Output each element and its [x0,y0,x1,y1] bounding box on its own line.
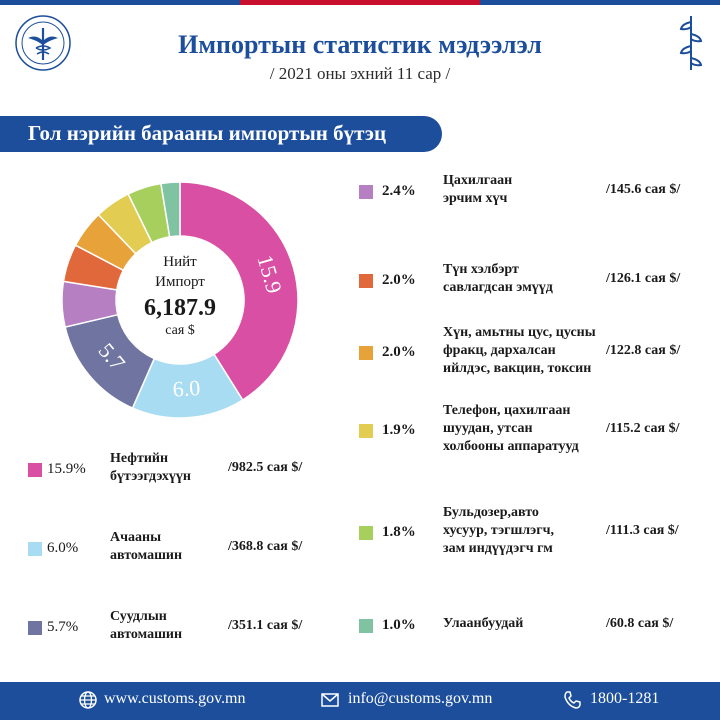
legend-swatch [359,185,373,199]
page-title: Импортын статистик мэдээлэл [178,30,542,59]
legend-item-name: Нефтийн бүтээгдэхүүн [110,451,191,484]
legend-percent: 2.0% [382,272,416,288]
legend-percent: 1.8% [382,524,416,540]
legend-percent: 2.4% [382,183,416,199]
legend-value: /111.3 сая $/ [606,523,679,538]
legend-item-name: Улаанбуудай [443,616,524,631]
donut-center-total: Нийт Импорт 6,187.9 сая $ [123,252,237,340]
legend-item-name: Ачааны автомашин [110,530,183,563]
center-unit: сая $ [165,323,195,338]
footer-email-link[interactable]: info@customs.gov.mn [348,690,493,707]
donut-slice-label: 6.0 [172,375,201,402]
legend-value: /145.6 сая $/ [606,182,681,197]
legend-swatch [28,621,42,635]
phone-icon [564,691,581,709]
legend-percent: 6.0% [47,540,79,556]
legend-swatch [359,424,373,438]
center-line-2: Импорт [155,274,205,290]
legend-percent: 2.0% [382,344,416,360]
top-color-bar [0,0,720,5]
customs-emblem-icon [15,15,71,71]
legend-swatch [359,346,373,360]
donut-slice [160,181,181,238]
legend-value: /115.2 сая $/ [606,421,680,436]
section-banner: Гол нэрийн барааны импортын бүтэц [0,116,442,152]
legend-value: /982.5 сая $/ [228,460,303,475]
legend-item-name: Суудлын автомашин [110,609,183,642]
legend-percent: 1.0% [382,617,416,633]
mail-icon [321,693,339,707]
footer-website-link[interactable]: www.customs.gov.mn [104,690,246,707]
legend-value: /60.8 сая $/ [606,616,674,631]
donut-hole [117,237,243,363]
legend-swatch [359,619,373,633]
donut-slice [179,181,299,402]
section-banner-text: Гол нэрийн барааны импортын бүтэц [28,121,387,145]
legend-swatch [359,526,373,540]
footer-bar: www.customs.gov.mn info@customs.gov.mn 1… [0,682,720,720]
legend-swatch [28,463,42,477]
legend-value: /351.1 сая $/ [228,618,303,633]
legend-item-name: Түн хэлбэрт савлагдсан эмүүд [443,262,553,295]
legend-percent: 5.7% [47,619,79,635]
legend-item-name: Телефон, цахилгаан шуудан, утсан холбооны … [443,403,579,454]
legend-value: /126.1 сая $/ [606,271,681,286]
legend-swatch [28,542,42,556]
legend-percent: 15.9% [47,461,86,477]
legend-percent: 1.9% [382,422,416,438]
center-total-value: 6,187.9 [144,295,216,321]
center-line-1: Нийт [163,254,197,270]
page-subtitle: / 2021 оны эхний 11 сар / [269,64,451,83]
legend-item-name: Цахилгаан эрчим хүч [443,173,513,206]
legend-swatch [359,274,373,288]
legend-value: /368.8 сая $/ [228,539,303,554]
legend-value: /122.8 сая $/ [606,343,681,358]
legend-item-name: Хүн, амьтны цус, цусны фракц, дархалсан ий… [443,325,596,376]
globe-icon [79,691,97,709]
legend-item-name: Бульдозер,авто хусуур, тэгшлэгч, зам индүү… [443,505,554,556]
import-donut-chart: 15.96.05.7 [61,181,299,419]
mongol-script-emblem-icon [679,16,703,70]
footer-phone-link[interactable]: 1800-1281 [590,690,660,707]
